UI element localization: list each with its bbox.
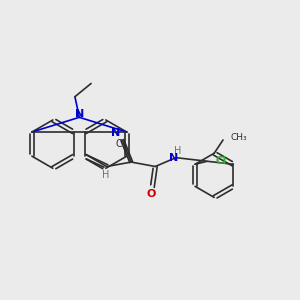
Text: C: C: [116, 140, 122, 149]
Text: N: N: [75, 110, 84, 119]
Text: H: H: [102, 170, 109, 180]
Text: O: O: [146, 189, 156, 199]
Text: CH₃: CH₃: [230, 133, 247, 142]
Text: N: N: [169, 153, 178, 163]
Text: Cl: Cl: [215, 156, 226, 166]
Text: N: N: [111, 128, 121, 138]
Text: H: H: [174, 146, 181, 156]
